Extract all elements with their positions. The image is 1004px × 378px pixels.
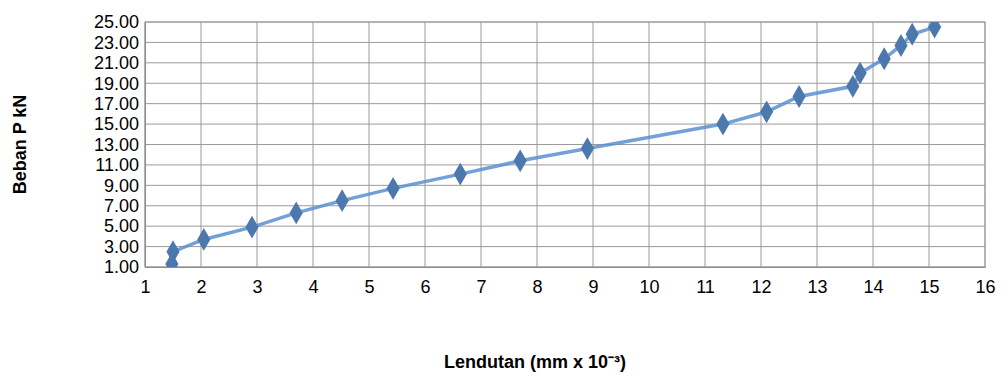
y-tick: 3.00 — [104, 237, 145, 257]
data-point — [716, 113, 729, 136]
x-tick: 13 — [807, 267, 827, 297]
data-point — [928, 22, 941, 39]
y-tick-label: 7.00 — [104, 196, 139, 216]
x-tick: 11 — [696, 267, 715, 297]
y-tick: 17.00 — [94, 94, 145, 114]
y-axis: 1.003.005.007.009.0011.0013.0015.0017.00… — [94, 12, 146, 277]
x-tick-label: 15 — [919, 277, 939, 297]
x-tick: 8 — [532, 267, 542, 297]
x-axis: 12345678910111213141516 — [140, 267, 995, 297]
y-tick: 1.00 — [104, 257, 145, 277]
data-point — [166, 240, 179, 263]
x-tick-label: 6 — [420, 277, 430, 297]
grid-line — [145, 124, 985, 125]
grid-line — [145, 246, 985, 247]
y-tick-label: 17.00 — [94, 94, 139, 114]
y-tick-label: 9.00 — [104, 176, 139, 196]
data-point — [290, 201, 303, 224]
data-point — [245, 216, 258, 239]
grid-line — [145, 103, 985, 104]
y-tick-label: 1.00 — [104, 257, 139, 277]
x-tick: 2 — [196, 267, 206, 297]
x-tick-label: 3 — [252, 277, 262, 297]
y-tick-label: 15.00 — [94, 114, 139, 134]
x-tick: 15 — [919, 267, 939, 297]
x-tick-label: 5 — [364, 277, 374, 297]
x-tick-label: 8 — [532, 277, 542, 297]
x-tick: 9 — [588, 267, 598, 297]
x-tick-label: 12 — [751, 277, 771, 297]
data-point — [760, 100, 773, 123]
y-tick: 7.00 — [104, 196, 145, 216]
y-tick-label: 25.00 — [94, 12, 139, 32]
data-point — [906, 23, 919, 46]
x-tick: 7 — [476, 267, 486, 297]
y-tick: 9.00 — [104, 176, 145, 196]
x-tick-label: 11 — [696, 277, 715, 297]
grid-line — [145, 164, 985, 165]
data-point — [514, 149, 527, 172]
data-point — [581, 137, 594, 160]
x-tick: 5 — [364, 267, 374, 297]
grid-line — [145, 185, 985, 186]
data-point — [454, 163, 467, 186]
y-axis-title: Beban P kN — [10, 95, 30, 195]
x-tick: 12 — [751, 267, 771, 297]
x-tick-label: 16 — [975, 277, 995, 297]
y-tick: 23.00 — [94, 33, 145, 53]
y-tick: 25.00 — [94, 12, 145, 32]
x-tick: 6 — [420, 267, 430, 297]
grid-line — [145, 62, 985, 63]
data-point — [336, 189, 349, 212]
data-point — [878, 47, 891, 70]
grid-line — [145, 42, 985, 43]
data-line — [172, 27, 935, 264]
data-point — [197, 228, 210, 251]
y-tick: 5.00 — [104, 216, 145, 236]
grid — [145, 22, 985, 267]
y-tick: 19.00 — [94, 74, 145, 94]
y-tick-label: 11.00 — [95, 155, 139, 175]
grid-line — [145, 83, 985, 84]
data-point — [793, 85, 806, 108]
grid-line — [145, 144, 985, 145]
x-tick-label: 7 — [476, 277, 486, 297]
x-tick-label: 14 — [863, 277, 883, 297]
y-tick-label: 5.00 — [104, 216, 139, 236]
chart: 123456789101112131415161.003.005.007.009… — [0, 0, 1004, 378]
x-tick-label: 2 — [196, 277, 206, 297]
x-axis-title: Lendutan (mm x 10⁻³) — [444, 352, 626, 372]
x-tick: 16 — [975, 267, 995, 297]
x-tick: 1 — [140, 267, 150, 297]
y-tick-label: 23.00 — [94, 33, 139, 53]
y-tick-label: 21.00 — [94, 53, 139, 73]
y-tick: 15.00 — [94, 114, 145, 134]
y-tick-label: 3.00 — [104, 237, 139, 257]
y-tick: 11.00 — [95, 155, 145, 175]
y-tick-label: 19.00 — [94, 74, 139, 94]
x-tick: 3 — [252, 267, 262, 297]
x-tick-label: 13 — [807, 277, 827, 297]
data-layer — [165, 22, 941, 267]
x-tick: 10 — [639, 267, 659, 297]
y-tick: 13.00 — [94, 135, 145, 155]
x-tick-label: 4 — [308, 277, 318, 297]
data-point — [854, 62, 867, 85]
data-point — [387, 177, 400, 200]
x-tick-label: 10 — [639, 277, 659, 297]
data-point — [894, 34, 907, 57]
x-tick: 4 — [308, 267, 318, 297]
x-tick: 14 — [863, 267, 883, 297]
y-tick: 21.00 — [94, 53, 145, 73]
grid-line — [145, 205, 985, 206]
x-tick-label: 1 — [140, 277, 150, 297]
y-tick-label: 13.00 — [94, 135, 139, 155]
plot-frame — [145, 22, 985, 267]
grid-line — [145, 226, 985, 227]
x-tick-label: 9 — [588, 277, 598, 297]
